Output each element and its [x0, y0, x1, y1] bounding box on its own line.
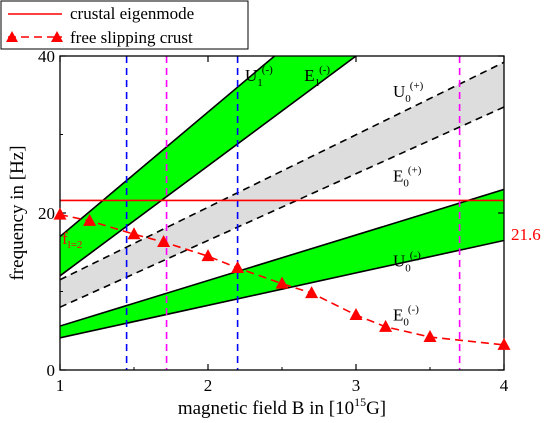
- crustal-eigenmode-left-label: fl=2: [62, 229, 82, 251]
- band-gray-middle-upper-edge: [60, 61, 504, 281]
- legend-label-free-slipping-crust: free slipping crust: [70, 28, 193, 47]
- band-green-upper-lower-edge: [60, 56, 357, 277]
- free-slipping-crust-marker: [231, 260, 245, 273]
- free-slipping-crust-line: [60, 213, 504, 346]
- free-slipping-crust-marker: [275, 276, 289, 289]
- free-slipping-crust-marker: [349, 308, 363, 321]
- band-green-lower-upper-edge: [60, 188, 504, 327]
- x-tick-label: 1: [56, 376, 65, 395]
- legend-marker-right: [51, 31, 63, 42]
- legend-box: [0, 0, 249, 50]
- y-tick-label: 0: [47, 361, 56, 380]
- free-slipping-crust-marker: [305, 286, 319, 299]
- band-green-lower: [60, 189, 504, 338]
- band-label: E1(-): [304, 64, 330, 89]
- band-label: E0(-): [393, 304, 419, 329]
- free-slipping-crust-marker: [201, 249, 215, 262]
- plot-area: [60, 56, 504, 370]
- band-labels: U1(-) E1(-) U0(+) E0(+) U0(-) E0(-): [245, 64, 424, 328]
- band-label: U1(-): [245, 64, 273, 89]
- band-green-lower-lower-edge: [60, 239, 504, 339]
- y-tick-label: 40: [38, 47, 55, 66]
- free-slipping-crust-marker: [423, 330, 437, 343]
- crustal-eigenmode-value-label: 21.6: [511, 225, 541, 244]
- free-slipping-crust-marker: [497, 337, 511, 350]
- free-slipping-crust-marker: [127, 227, 141, 240]
- x-tick-label: 3: [352, 376, 361, 395]
- band-gray-middle: [60, 62, 504, 308]
- legend-label-crustal-eigenmode: crustal eigenmode: [70, 4, 194, 23]
- x-axis-label: magnetic field B in [1015G]: [178, 395, 386, 419]
- free-slipping-crust-marker: [379, 319, 393, 332]
- free-slipping-crust-marker: [157, 235, 171, 248]
- legend: crustal eigenmode free slipping crust: [0, 0, 249, 50]
- x-tick-label: 2: [204, 376, 213, 395]
- band-gray-middle-lower-edge: [60, 106, 504, 308]
- free-slipping-crust-marker: [83, 213, 97, 226]
- band-label: E0(+): [393, 165, 422, 190]
- band-label: U0(-): [393, 249, 421, 274]
- free-slipping-crust-markers: [53, 207, 511, 350]
- y-tick-label: 20: [38, 204, 55, 223]
- legend-marker-left: [6, 31, 18, 42]
- free-slipping-crust-marker: [53, 207, 67, 220]
- x-tick-label: 4: [500, 376, 509, 395]
- band-label: U0(+): [393, 80, 424, 105]
- y-axis-label: frequency in [Hz]: [7, 145, 28, 280]
